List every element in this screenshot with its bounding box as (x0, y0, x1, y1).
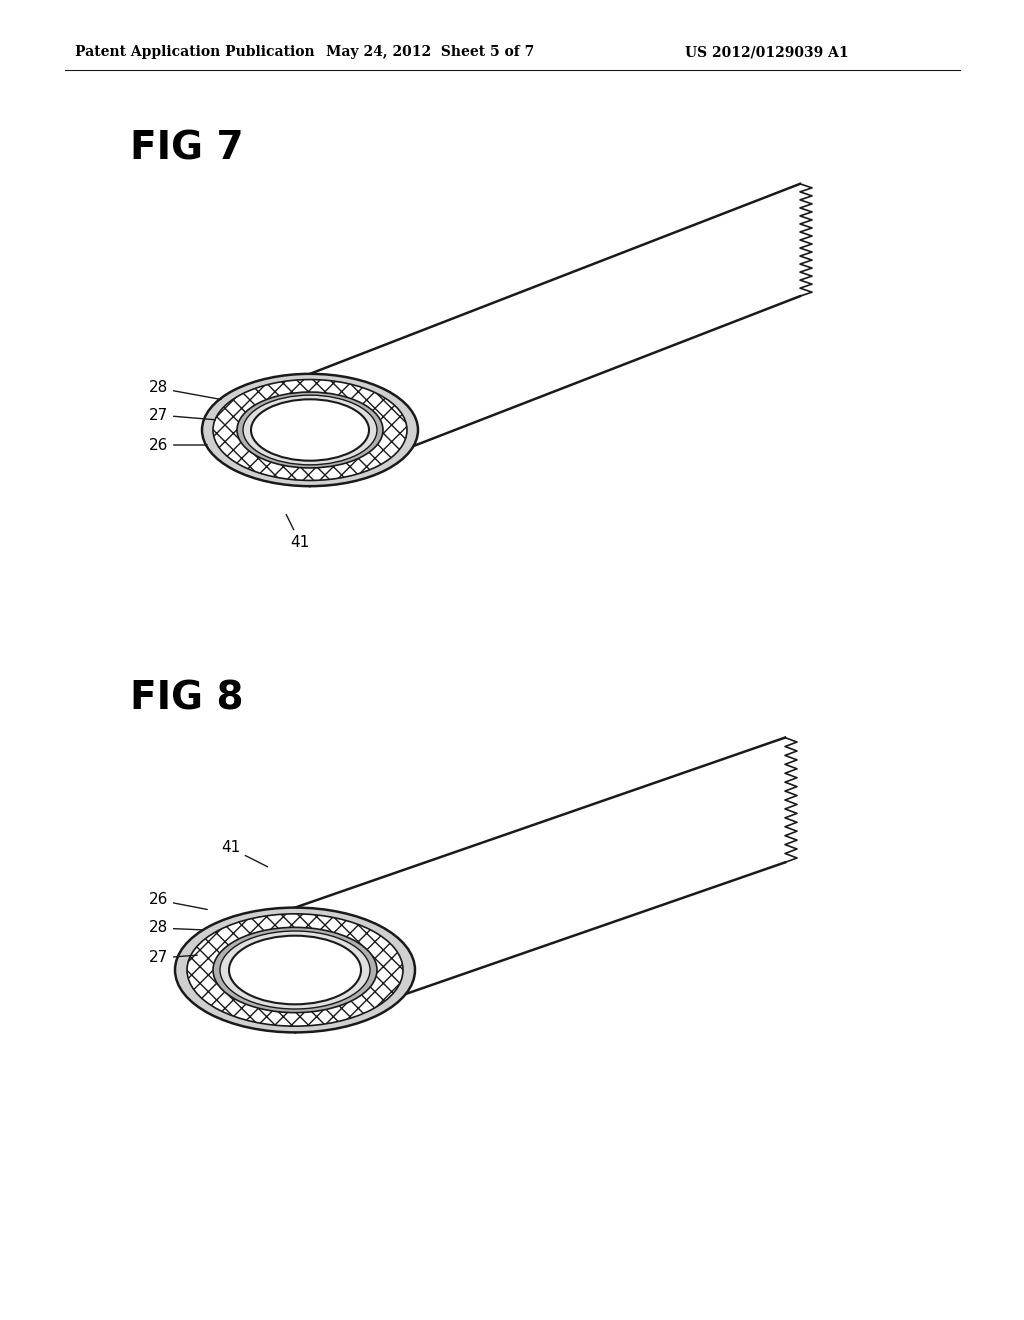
Text: FIG 7: FIG 7 (130, 129, 244, 168)
Text: 41: 41 (221, 841, 267, 867)
Text: 28: 28 (148, 920, 203, 936)
Ellipse shape (187, 913, 403, 1026)
Ellipse shape (237, 392, 383, 469)
Ellipse shape (229, 936, 361, 1005)
Polygon shape (295, 738, 797, 1032)
Text: 28: 28 (148, 380, 221, 400)
Text: 26: 26 (148, 437, 207, 453)
Text: 27: 27 (148, 950, 198, 965)
Text: 27: 27 (148, 408, 215, 422)
Ellipse shape (213, 928, 377, 1012)
Text: May 24, 2012  Sheet 5 of 7: May 24, 2012 Sheet 5 of 7 (326, 45, 535, 59)
Text: Patent Application Publication: Patent Application Publication (75, 45, 314, 59)
Ellipse shape (213, 380, 407, 480)
Text: US 2012/0129039 A1: US 2012/0129039 A1 (685, 45, 849, 59)
Text: 41: 41 (287, 515, 309, 550)
Ellipse shape (251, 400, 369, 461)
Polygon shape (310, 183, 812, 486)
Text: 26: 26 (148, 892, 207, 909)
Text: FIG 8: FIG 8 (130, 680, 244, 718)
Ellipse shape (220, 931, 370, 1008)
Ellipse shape (243, 395, 377, 465)
Ellipse shape (202, 374, 418, 486)
Ellipse shape (175, 908, 415, 1032)
